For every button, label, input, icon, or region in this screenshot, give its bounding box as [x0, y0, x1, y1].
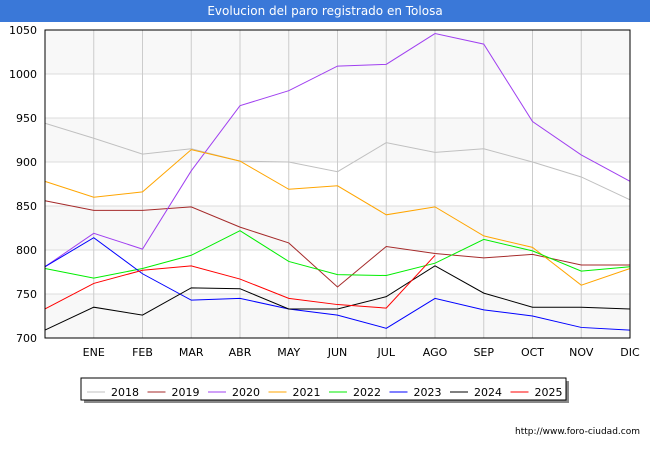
y-tick-label: 1050 [9, 24, 37, 37]
x-tick-label: AGO [423, 346, 448, 359]
legend-label-2024: 2024 [474, 386, 502, 399]
series-line-2021 [44, 149, 631, 286]
x-tick-label: ENE [83, 346, 105, 359]
series-line-2025 [44, 254, 436, 310]
x-tick-label: FEB [132, 346, 153, 359]
series-line-2018 [44, 122, 631, 201]
x-tick-label: JUL [377, 346, 396, 359]
y-tick-label: 1000 [9, 68, 37, 81]
y-tick-label: 850 [16, 200, 37, 213]
y-tick-label: 950 [16, 112, 37, 125]
legend-label-2018: 2018 [111, 386, 139, 399]
y-tick-label: 750 [16, 288, 37, 301]
legend-label-2023: 2023 [414, 386, 442, 399]
legend-label-2019: 2019 [172, 386, 200, 399]
x-tick-label: OCT [521, 346, 544, 359]
legend-label-2021: 2021 [293, 386, 321, 399]
x-tick-label: MAY [277, 346, 300, 359]
x-tick-label: ABR [229, 346, 252, 359]
series-line-2023 [44, 237, 631, 331]
x-tick-label: SEP [473, 346, 494, 359]
series-line-2022 [44, 230, 631, 279]
y-tick-label: 700 [16, 332, 37, 345]
plot-border [44, 29, 631, 339]
series-line-2024 [44, 265, 631, 331]
y-tick-label: 900 [16, 156, 37, 169]
chart-title: Evolucion del paro registrado en Tolosa [0, 0, 650, 22]
series-line-2019 [44, 200, 630, 288]
series-line-2020 [44, 32, 631, 268]
y-tick-label: 800 [16, 244, 37, 257]
legend-label-2020: 2020 [232, 386, 260, 399]
legend-box [80, 377, 567, 401]
source-url[interactable]: http://www.foro-ciudad.com [515, 427, 640, 437]
x-tick-label: MAR [179, 346, 204, 359]
legend-label-2022: 2022 [353, 386, 381, 399]
x-tick-label: NOV [569, 346, 594, 359]
legend-label-2025: 2025 [535, 386, 563, 399]
x-tick-label: DIC [620, 346, 640, 359]
x-tick-label: JUN [327, 346, 348, 359]
